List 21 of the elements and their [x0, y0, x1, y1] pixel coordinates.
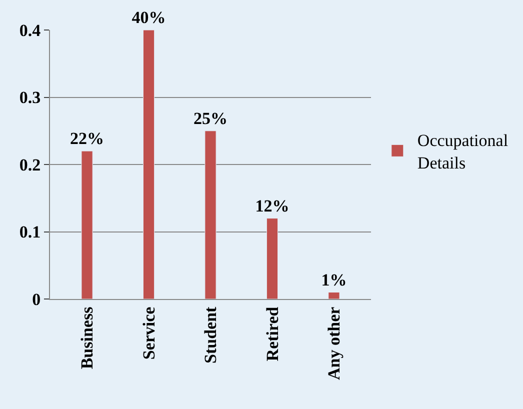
data-label: 22% — [70, 129, 104, 148]
legend-label: Occupational Details — [417, 131, 508, 172]
bar — [266, 218, 278, 299]
x-tick-label: Service — [139, 306, 158, 360]
bar — [328, 292, 340, 299]
x-tick-label: Retired — [262, 306, 282, 362]
data-label: 40% — [132, 8, 166, 27]
y-tick-label: 0.2 — [19, 155, 41, 174]
data-label: 12% — [255, 196, 290, 216]
y-tick-label: 0 — [32, 290, 41, 309]
data-label: 1% — [321, 270, 347, 290]
x-tick-label: Any other — [324, 306, 344, 380]
bar — [204, 130, 216, 299]
bar — [142, 30, 155, 299]
bar — [81, 150, 93, 299]
y-tick-label: 0.1 — [19, 222, 41, 242]
x-tick-label: Student — [201, 306, 220, 364]
x-tick-label: Business — [78, 306, 97, 370]
data-label: 25% — [194, 108, 228, 128]
y-tick-label: 0.3 — [19, 88, 41, 108]
y-tick-label: 0.4 — [19, 20, 42, 40]
